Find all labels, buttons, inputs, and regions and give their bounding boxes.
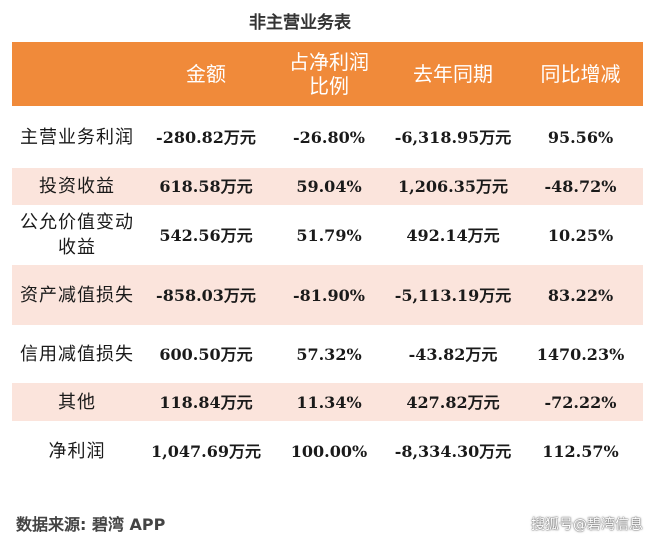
cell-yoy: 112.57% [518, 421, 643, 481]
cell-yoy: 95.56% [518, 106, 643, 168]
cell-yoy: 10.25% [518, 205, 643, 265]
cell-last-year: 492.14万元 [388, 205, 518, 265]
cell-last-year: -43.82万元 [388, 325, 518, 383]
cell-amount: -858.03万元 [142, 265, 270, 325]
cell-amount: -280.82万元 [142, 106, 270, 168]
cell-yoy: -48.72% [518, 168, 643, 205]
header-ratio-text: 占净利润 比例 [289, 50, 369, 98]
row-label: 公允价值变动收益 [12, 205, 142, 265]
cell-last-year: -6,318.95万元 [388, 106, 518, 168]
row-label: 资产减值损失 [12, 265, 142, 325]
row-label: 其他 [12, 383, 142, 421]
cell-amount: 542.56万元 [142, 205, 270, 265]
header-yoy: 同比增减 [518, 42, 643, 106]
table-title: 非主营业务表 [249, 13, 351, 33]
table-row: 主营业务利润 -280.82万元 -26.80% -6,318.95万元 95.… [12, 106, 643, 168]
cell-yoy: 1470.23% [518, 325, 643, 383]
row-label: 净利润 [12, 421, 142, 481]
cell-yoy: -72.22% [518, 383, 643, 421]
cell-ratio: 100.00% [270, 421, 388, 481]
row-label: 主营业务利润 [12, 106, 142, 168]
row-label: 信用减值损失 [12, 325, 142, 383]
cell-yoy: 83.22% [518, 265, 643, 325]
cell-ratio: 57.32% [270, 325, 388, 383]
credit-watermark: 搜狐号@碧湾信息 [531, 517, 643, 533]
data-source: 数据来源: 碧湾 APP [16, 515, 166, 534]
cell-ratio: 11.34% [270, 383, 388, 421]
table-row: 投资收益 618.58万元 59.04% 1,206.35万元 -48.72% [12, 168, 643, 205]
cell-ratio: 51.79% [270, 205, 388, 265]
table-row: 其他 118.84万元 11.34% 427.82万元 -72.22% [12, 383, 643, 421]
cell-ratio: -81.90% [270, 265, 388, 325]
header-ratio: 占净利润 比例 [270, 42, 388, 106]
table-row: 信用减值损失 600.50万元 57.32% -43.82万元 1470.23% [12, 325, 643, 383]
header-last-year: 去年同期 [388, 42, 518, 106]
header-amount: 金额 [142, 42, 270, 106]
row-label: 投资收益 [12, 168, 142, 205]
cell-last-year: 1,206.35万元 [388, 168, 518, 205]
cell-amount: 118.84万元 [142, 383, 270, 421]
header-blank [12, 42, 142, 106]
cell-amount: 618.58万元 [142, 168, 270, 205]
table-row: 净利润 1,047.69万元 100.00% -8,334.30万元 112.5… [12, 421, 643, 481]
cell-amount: 1,047.69万元 [142, 421, 270, 481]
table-row: 资产减值损失 -858.03万元 -81.90% -5,113.19万元 83.… [12, 265, 643, 325]
cell-last-year: 427.82万元 [388, 383, 518, 421]
cell-amount: 600.50万元 [142, 325, 270, 383]
header-row: 金额 占净利润 比例 去年同期 同比增减 [12, 42, 643, 106]
cell-ratio: -26.80% [270, 106, 388, 168]
cell-ratio: 59.04% [270, 168, 388, 205]
cell-last-year: -8,334.30万元 [388, 421, 518, 481]
cell-last-year: -5,113.19万元 [388, 265, 518, 325]
table-row: 公允价值变动收益 542.56万元 51.79% 492.14万元 10.25% [12, 205, 643, 265]
non-core-business-table: 金额 占净利润 比例 去年同期 同比增减 主营业务利润 -280.82万元 -2… [12, 42, 643, 481]
